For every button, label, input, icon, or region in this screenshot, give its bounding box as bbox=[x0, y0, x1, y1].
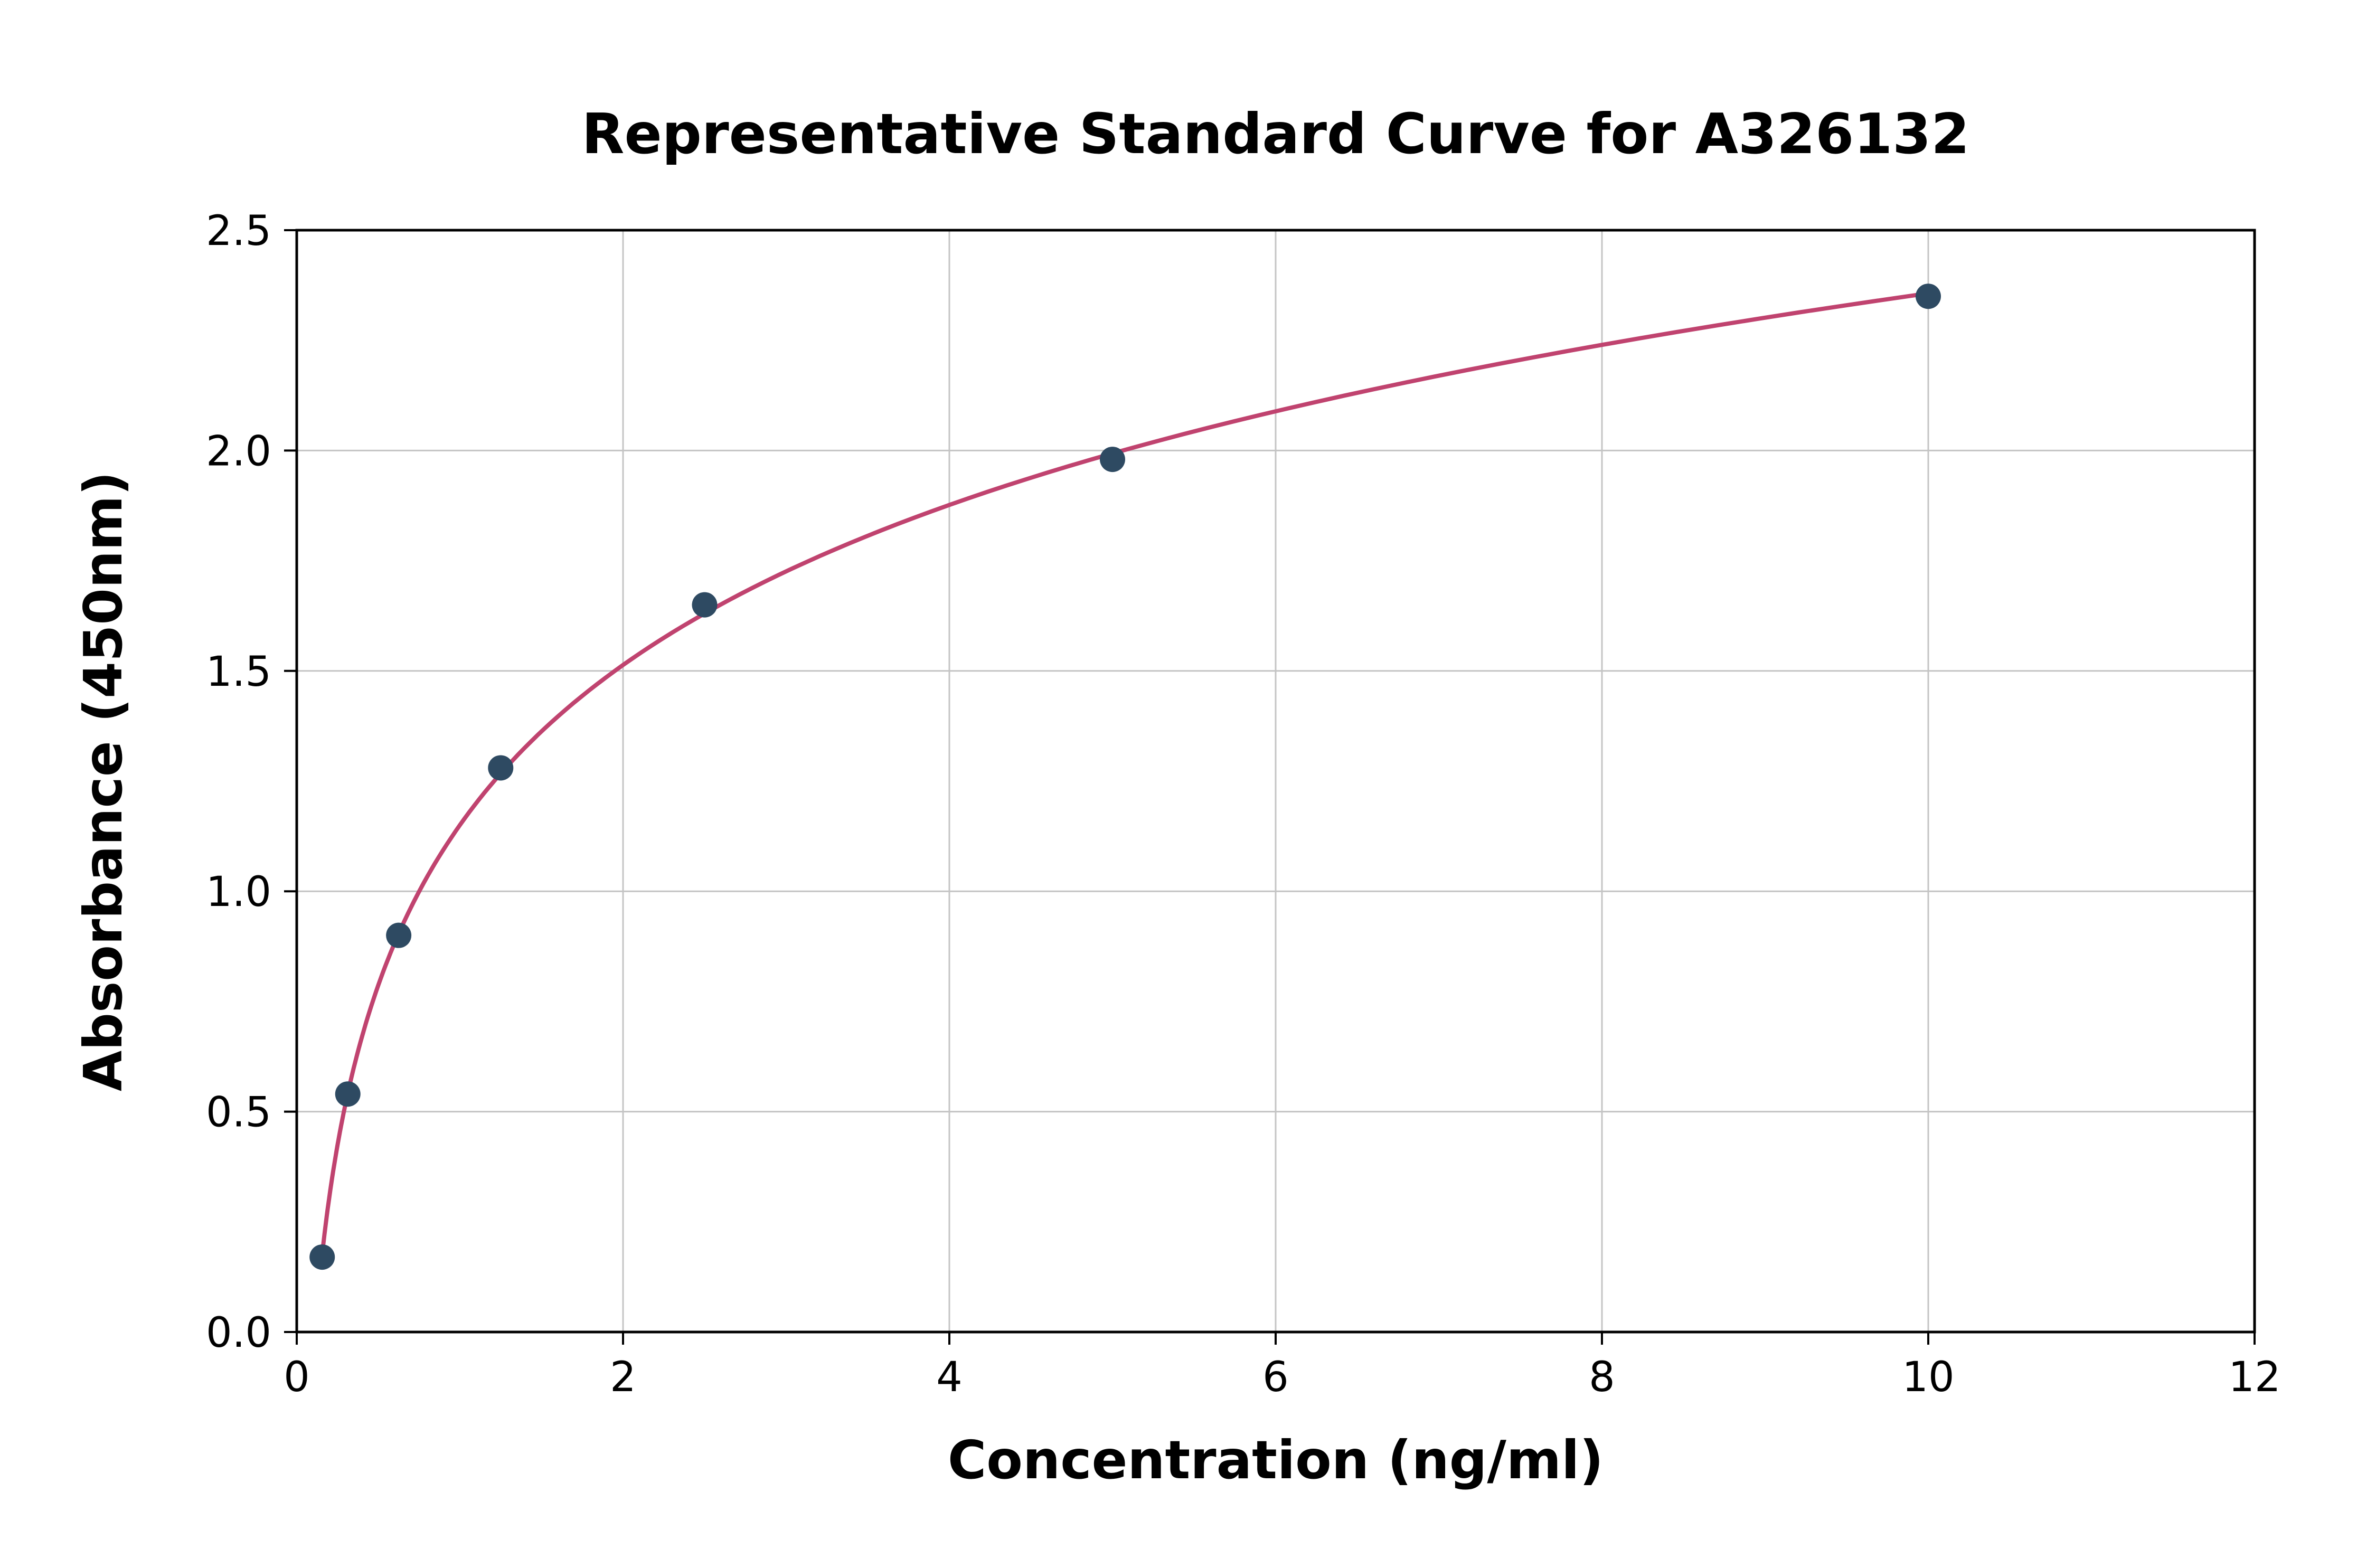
x-tick-label: 8 bbox=[1589, 1354, 1615, 1401]
x-tick-label: 0 bbox=[284, 1354, 310, 1401]
y-tick-label: 2.5 bbox=[206, 207, 271, 255]
y-tick-label: 1.5 bbox=[206, 648, 271, 696]
x-tick-label: 10 bbox=[1902, 1354, 1954, 1401]
data-point bbox=[335, 1081, 361, 1107]
fit-curve bbox=[320, 291, 1930, 1257]
plot-layer bbox=[309, 284, 1941, 1270]
data-point bbox=[1916, 284, 1941, 309]
data-point bbox=[692, 592, 718, 618]
y-tick-label: 0.5 bbox=[206, 1089, 271, 1137]
grid-layer bbox=[296, 229, 2256, 1333]
x-tick-label: 2 bbox=[610, 1354, 636, 1401]
chart-title: Representative Standard Curve for A32613… bbox=[582, 102, 1970, 166]
y-tick-label: 2.0 bbox=[206, 428, 271, 475]
y-tick-label: 0.0 bbox=[206, 1309, 271, 1357]
x-axis-label: Concentration (ng/ml) bbox=[948, 1429, 1604, 1491]
y-axis-label: Absorbance (450nm) bbox=[72, 471, 134, 1091]
data-point bbox=[309, 1244, 335, 1270]
x-tick-label: 6 bbox=[1262, 1354, 1289, 1401]
data-point bbox=[488, 755, 514, 781]
y-tick-label: 1.0 bbox=[206, 868, 271, 916]
x-tick-label: 4 bbox=[936, 1354, 963, 1401]
data-point bbox=[1100, 447, 1125, 473]
axis-layer: 0 2 4 6 8 10 12 0.0 0.5 1.0 1.5 2.0 2.5 bbox=[206, 207, 2281, 1401]
x-tick-label: 12 bbox=[2228, 1354, 2280, 1401]
data-point bbox=[386, 922, 412, 948]
